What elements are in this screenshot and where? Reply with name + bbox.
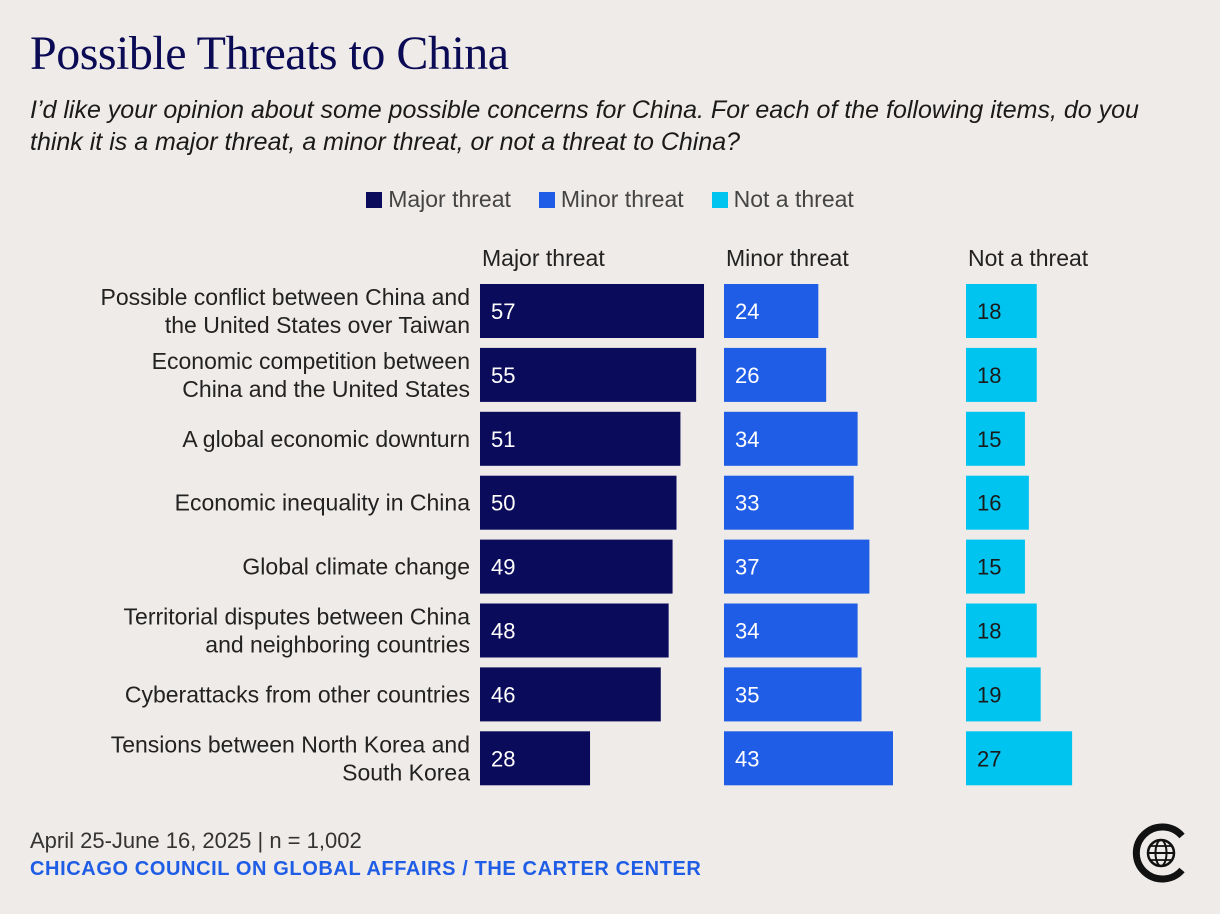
legend-label-major: Major threat bbox=[388, 186, 511, 212]
category-label: Possible conflict between China and bbox=[100, 284, 470, 310]
bar-value-label: 51 bbox=[491, 427, 515, 452]
bar-minor bbox=[724, 731, 893, 786]
category-label: Tensions between North Korea and bbox=[111, 731, 470, 757]
page-subtitle: I’d like your opinion about some possibl… bbox=[30, 96, 1139, 156]
survey-date-sample: April 25-June 16, 2025 | n = 1,002 bbox=[30, 828, 362, 853]
bar-value-label: 19 bbox=[977, 682, 1001, 707]
bar-not bbox=[966, 475, 1029, 530]
legend-label-minor: Minor threat bbox=[560, 186, 684, 212]
bar-major bbox=[480, 731, 591, 786]
bar-value-label: 26 bbox=[735, 363, 759, 388]
chart-legend: Major threat Minor threat Not a threat bbox=[0, 186, 1220, 213]
bar-value-label: 46 bbox=[491, 682, 515, 707]
bar-minor bbox=[724, 411, 858, 466]
bar-minor bbox=[724, 539, 870, 594]
bar-value-label: 18 bbox=[977, 299, 1001, 324]
bar-value-label: 43 bbox=[735, 746, 759, 771]
category-label: Economic inequality in China bbox=[175, 490, 471, 516]
category-label: China and the United States bbox=[182, 376, 470, 402]
category-label: Global climate change bbox=[242, 554, 470, 580]
bar-value-label: 28 bbox=[491, 746, 515, 771]
bar-value-label: 15 bbox=[977, 427, 1001, 452]
bar-not bbox=[966, 603, 1037, 658]
bar-minor bbox=[724, 284, 819, 338]
bar-value-label: 49 bbox=[491, 555, 515, 580]
bar-value-label: 34 bbox=[735, 427, 759, 452]
category-label: Economic competition between bbox=[152, 348, 470, 374]
bar-value-label: 24 bbox=[735, 299, 759, 324]
source-credit: CHICAGO COUNCIL ON GLOBAL AFFAIRS / THE … bbox=[30, 858, 702, 880]
globe-c-logo-icon bbox=[1132, 823, 1185, 883]
legend-swatch-minor bbox=[538, 191, 555, 208]
legend-swatch-not bbox=[711, 191, 728, 208]
column-header-2: Not a threat bbox=[968, 245, 1089, 271]
legend-label-not: Not a threat bbox=[733, 186, 854, 212]
category-label: A global economic downturn bbox=[182, 426, 470, 452]
bar-major bbox=[480, 284, 705, 338]
bar-major bbox=[480, 539, 673, 594]
bar-minor bbox=[724, 475, 854, 530]
bar-value-label: 37 bbox=[735, 555, 759, 580]
bar-not bbox=[966, 347, 1037, 402]
bar-value-label: 57 bbox=[491, 299, 515, 324]
category-label: the United States over Taiwan bbox=[165, 312, 470, 338]
bar-value-label: 35 bbox=[735, 682, 759, 707]
bar-value-label: 16 bbox=[977, 491, 1001, 516]
bar-not bbox=[966, 539, 1025, 594]
category-label: Territorial disputes between China bbox=[124, 604, 471, 630]
bar-value-label: 48 bbox=[491, 619, 515, 644]
bar-major bbox=[480, 411, 681, 466]
column-header-0: Major threat bbox=[482, 245, 605, 271]
bar-value-label: 55 bbox=[491, 363, 515, 388]
category-label: and neighboring countries bbox=[205, 632, 470, 658]
bar-value-label: 27 bbox=[977, 746, 1001, 771]
bar-minor bbox=[724, 667, 862, 722]
category-label: Cyberattacks from other countries bbox=[125, 681, 470, 707]
bar-major bbox=[480, 603, 669, 658]
bar-value-label: 18 bbox=[977, 619, 1001, 644]
bar-value-label: 34 bbox=[735, 619, 759, 644]
page-title: Possible Threats to China bbox=[30, 27, 509, 80]
bar-major bbox=[480, 475, 677, 530]
column-header-1: Minor threat bbox=[726, 245, 849, 271]
legend-swatch-major bbox=[366, 191, 383, 208]
bar-major bbox=[480, 347, 697, 402]
bar-value-label: 33 bbox=[735, 491, 759, 516]
bar-not bbox=[966, 731, 1073, 786]
bar-major bbox=[480, 667, 661, 722]
bar-minor bbox=[724, 347, 827, 402]
bar-not bbox=[966, 667, 1041, 722]
legend-item-major: Major threat bbox=[366, 186, 511, 213]
legend-item-not: Not a threat bbox=[711, 186, 854, 213]
bar-value-label: 50 bbox=[491, 491, 515, 516]
bar-not bbox=[966, 284, 1037, 338]
legend-item-minor: Minor threat bbox=[538, 186, 684, 213]
bar-value-label: 18 bbox=[977, 363, 1001, 388]
category-label: South Korea bbox=[342, 759, 470, 785]
bar-minor bbox=[724, 603, 858, 658]
bar-value-label: 15 bbox=[977, 555, 1001, 580]
bar-not bbox=[966, 411, 1025, 466]
